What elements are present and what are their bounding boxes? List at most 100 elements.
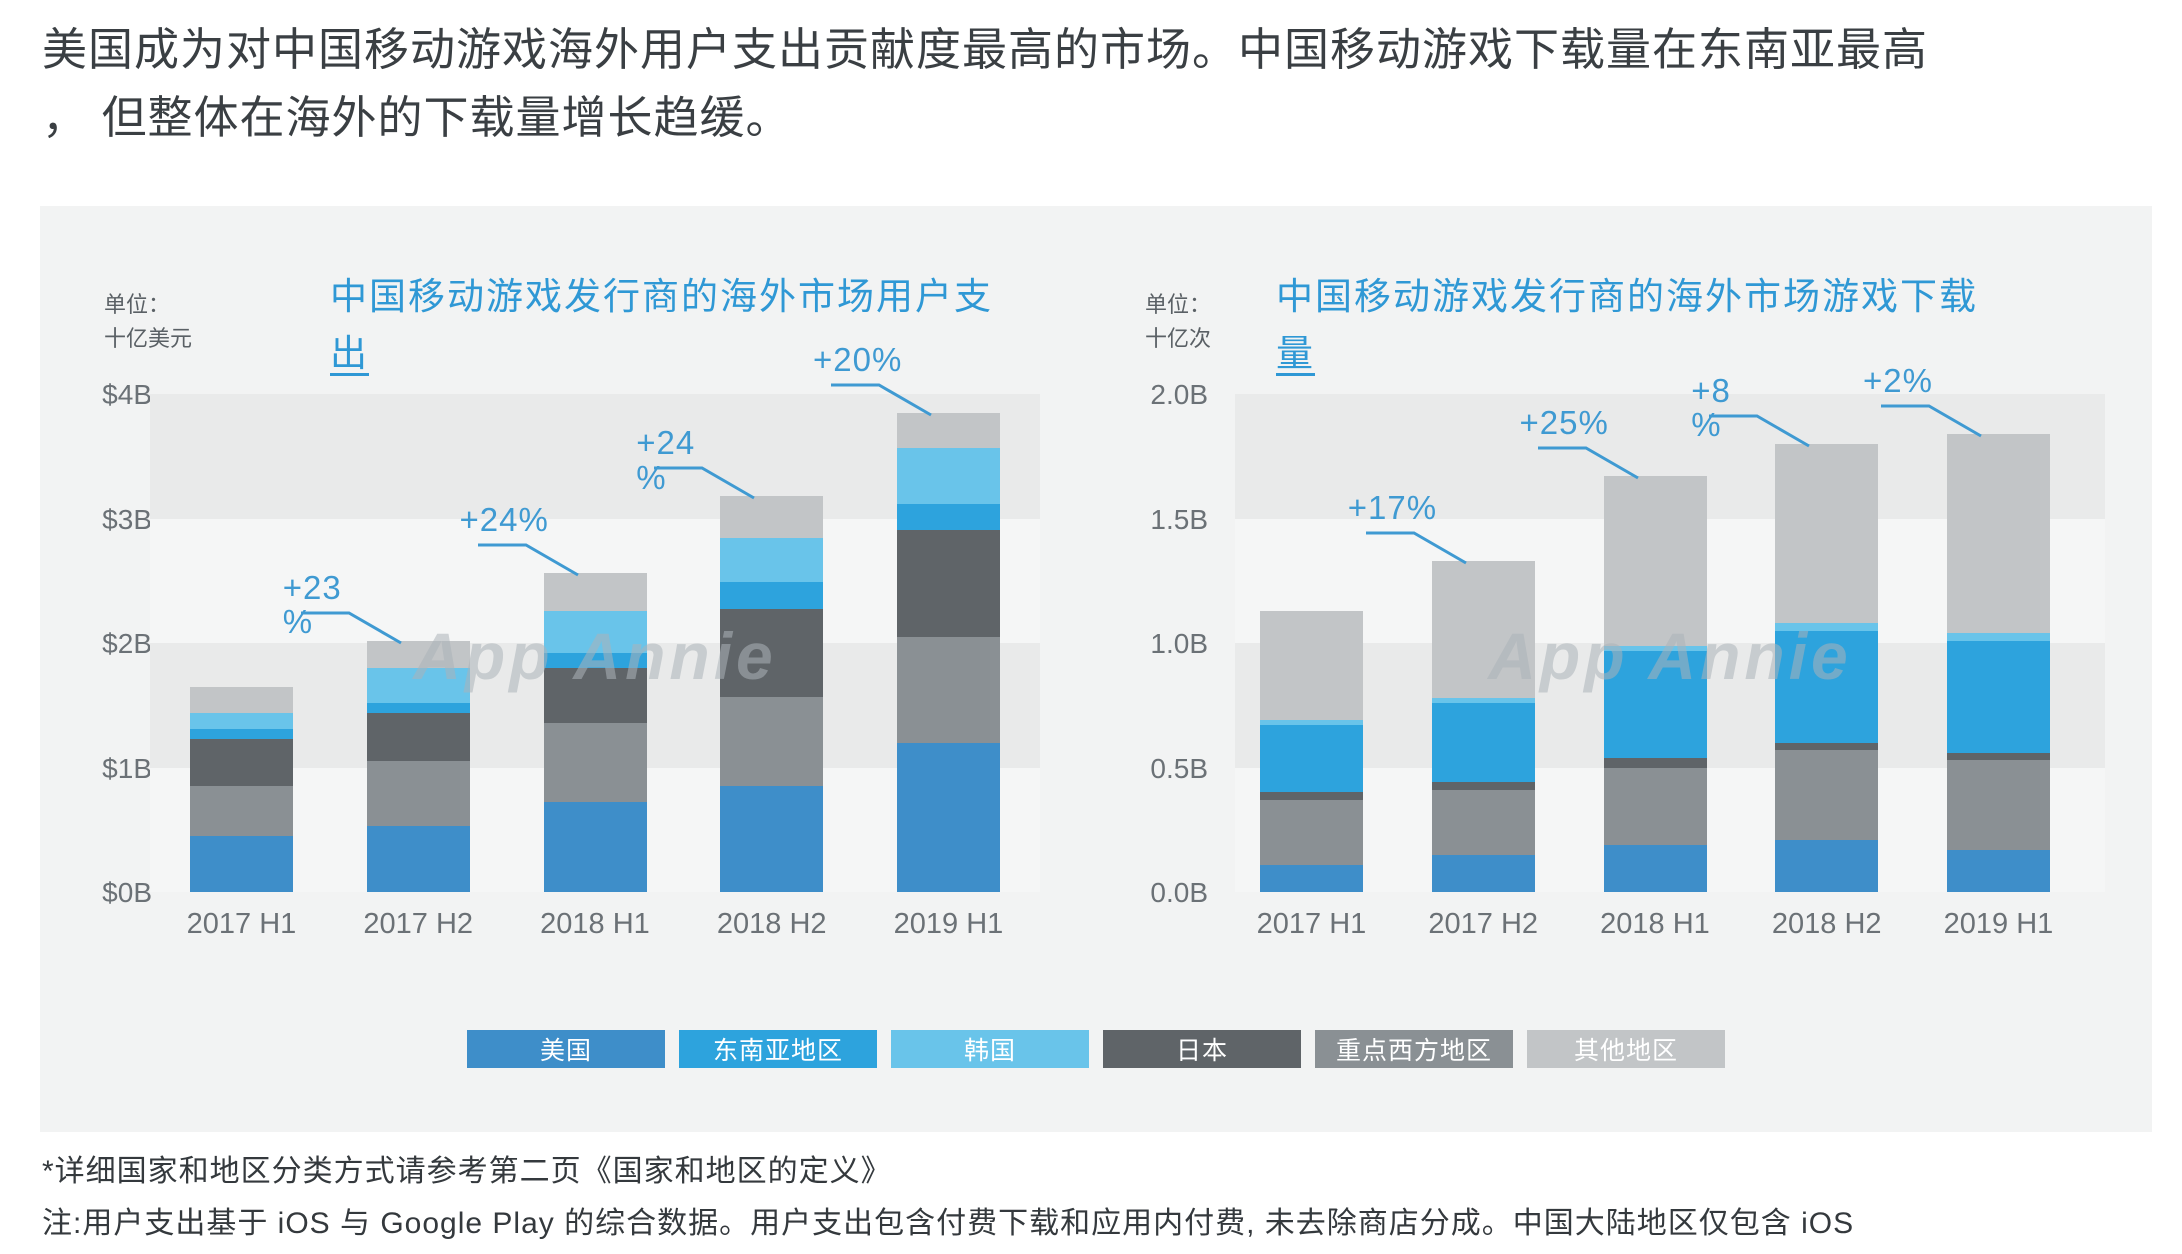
y-tick-label: $4B [102, 379, 152, 410]
bar-segment [1603, 844, 1707, 892]
growth-annotation: +23 % [282, 568, 433, 683]
bar-segment [366, 761, 470, 827]
spend-unit-line2: 十亿美元 [104, 326, 193, 352]
legend-chip-2[interactable]: 东南亚地区 [679, 1030, 877, 1068]
growth-annotation-label: +23 % [282, 568, 342, 641]
bar-segment [1947, 849, 2050, 892]
downloads-unit-line2: 十亿次 [1145, 326, 1212, 352]
footnote-2: 注:用户支出基于 iOS 与 Google Play 的综合数据。用户支出包含付… [42, 1207, 1855, 1240]
growth-annotation: +25% [1520, 406, 1670, 518]
x-tick-label: 2019 H1 [893, 908, 1004, 940]
legend-chip-6[interactable]: 其他地区 [1527, 1030, 1725, 1068]
annotation-callout-line [1709, 414, 1810, 448]
stacked-bar-2018-h1 [543, 573, 647, 892]
x-tick-label: 2018 H1 [1600, 908, 1710, 940]
x-tick-label: 2017 H2 [1428, 908, 1539, 940]
annotation-callout-line [477, 543, 579, 577]
footnote-1: *详细国家和地区分类方式请参考第二页《国家和地区的定义》 [42, 1155, 892, 1188]
bar-segment [366, 640, 470, 668]
spend-unit-line1: 单位： [104, 292, 171, 317]
bar-segment [543, 667, 647, 723]
stacked-bar-2017-h1 [1260, 610, 1363, 892]
bar-segment [1431, 782, 1535, 790]
legend: 美国 东南亚地区 韩国 日本 重点西方地区 其他地区 [467, 1030, 1725, 1068]
growth-annotation-label: +8 % [1691, 371, 1731, 444]
annotation-callout-line [1881, 404, 1982, 438]
stacked-bar-2017-h2 [1431, 560, 1535, 892]
bar-segment [1260, 864, 1363, 892]
bar-segment [190, 738, 293, 787]
bar-segment [366, 667, 470, 703]
bar-segment [897, 447, 1000, 504]
x-tick-label: 2017 H2 [363, 908, 474, 940]
spend-chart-unit: 单位： 十亿美元 [104, 288, 192, 356]
legend-chip-3[interactable]: 韩国 [891, 1030, 1089, 1068]
x-tick-label: 2019 H1 [1943, 908, 2054, 940]
bar-segment [1947, 633, 2050, 641]
bar-segment [1775, 742, 1879, 751]
growth-annotation: +2% [1863, 361, 2013, 476]
downloads-chart-y-axis: 2.0B 1.5B 1.0B 0.5B 0.0B [1098, 379, 1208, 908]
downloads-unit-line1: 单位： [1145, 292, 1212, 317]
x-tick-label: 2018 H2 [716, 908, 827, 940]
bar-segment [543, 802, 647, 892]
growth-annotation-label: +2% [1863, 361, 1933, 399]
downloads-title-line1: 中国移动游戏发行商的海外市场游戏下载 [1276, 276, 1978, 317]
bar-segment [720, 582, 824, 610]
bar-segment [1603, 767, 1707, 845]
annotation-callout-line [1537, 446, 1639, 480]
stacked-bar-2018-h1 [1603, 476, 1707, 892]
bar-segment [1260, 720, 1363, 726]
bar-segment [1947, 433, 2050, 634]
plot-band [150, 394, 1040, 519]
downloads-chart-plot: 2017 H1 2017 H2 2018 H1 2018 H2 2019 H1 +17% +… [1235, 363, 2105, 940]
y-tick-label: 1.0B [1150, 628, 1208, 659]
spend-chart-title: 中国移动游戏发行商的海外市场用户支 出 [330, 268, 1090, 383]
y-tick-label: $1B [102, 752, 152, 784]
growth-annotation: +20% [813, 342, 963, 455]
bar-segment [1603, 645, 1707, 651]
spend-title-line2: 出 [330, 333, 369, 375]
bar-segment [720, 538, 824, 583]
spend-title-line1: 中国移动游戏发行商的海外市场用户支 [330, 276, 993, 317]
y-tick-label: 0.0B [1150, 877, 1208, 908]
downloads-chart-title: 中国移动游戏发行商的海外市场游戏下载 量 [1276, 268, 2076, 383]
x-tick-label: 2018 H2 [1771, 908, 1882, 940]
headline-line1: 美国成为对中国移动游戏海外用户支出贡献度最高的市场。中国移动游戏下载量在东南亚最… [42, 24, 1929, 75]
bar-segment [366, 702, 470, 713]
bar-segment [543, 610, 647, 653]
bar-segment [1775, 630, 1879, 743]
bar-segment [720, 609, 824, 697]
bar-segment [1431, 560, 1535, 698]
downloads-title-line2: 量 [1276, 333, 1315, 375]
bar-segment [190, 786, 293, 836]
legend-chip-1[interactable]: 美国 [467, 1030, 665, 1068]
growth-annotation-label: +25% [1519, 404, 1609, 442]
stacked-bar-2018-h2 [720, 496, 824, 892]
stacked-bar-2019-h1 [1947, 433, 2050, 892]
stacked-bar-2019-h1 [897, 412, 1000, 892]
bar-segment [1775, 750, 1879, 840]
bar-segment [366, 712, 470, 762]
legend-chip-5[interactable]: 重点西方地区 [1315, 1030, 1513, 1068]
bar-segment [1603, 476, 1707, 646]
annotation-callout-line [300, 611, 402, 644]
bar-segment [1431, 789, 1535, 855]
growth-annotation: +24% [460, 503, 610, 615]
bar-segment [1260, 610, 1363, 721]
bar-segment [897, 529, 1000, 637]
bar-segment [1947, 752, 2050, 761]
bar-segment [1603, 650, 1707, 758]
bar-segment [1260, 725, 1363, 793]
x-tick-label: 2017 H1 [186, 908, 297, 940]
y-tick-label: 2.0B [1150, 379, 1208, 410]
bar-segment [190, 728, 293, 739]
legend-chip-4[interactable]: 日本 [1103, 1030, 1301, 1068]
growth-annotation-label: +24 % [636, 424, 696, 496]
bar-segment [720, 786, 824, 892]
bar-segment [1947, 640, 2050, 753]
bar-segment [1775, 443, 1879, 624]
growth-annotation: +8 % [1691, 371, 1841, 486]
growth-annotation-label: +17% [1347, 488, 1438, 526]
